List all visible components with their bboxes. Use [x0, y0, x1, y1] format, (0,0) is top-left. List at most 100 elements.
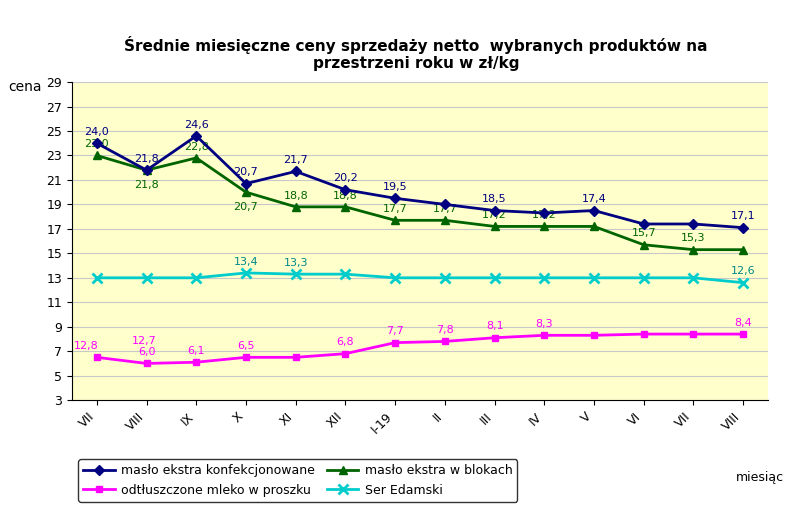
- odtłuszczone mleko w proszku: [92, 354, 102, 361]
- Text: 18,5: 18,5: [482, 194, 507, 204]
- Text: 20,7: 20,7: [234, 167, 258, 177]
- masło ekstra w blokach: [390, 217, 400, 223]
- Text: 23,0: 23,0: [85, 139, 109, 149]
- masło ekstra konfekcjonowane: [639, 221, 649, 227]
- Text: 17,2: 17,2: [482, 210, 507, 220]
- masło ekstra w blokach: [440, 217, 450, 223]
- masło ekstra konfekcjonowane: [142, 167, 151, 173]
- masło ekstra konfekcjonowane: [738, 225, 748, 231]
- Text: 21,8: 21,8: [134, 180, 159, 190]
- odtłuszczone mleko w proszku: [689, 331, 698, 337]
- masło ekstra konfekcjonowane: [440, 201, 450, 207]
- Text: 7,8: 7,8: [436, 325, 454, 335]
- Text: 24,0: 24,0: [85, 127, 110, 137]
- Text: 8,4: 8,4: [734, 318, 752, 328]
- masło ekstra w blokach: [689, 247, 698, 253]
- Ser Edamski: [242, 270, 251, 276]
- Text: Średnie miesięczne ceny sprzedaży netto  wybranych produktów na
przestrzeni roku: Średnie miesięczne ceny sprzedaży netto …: [124, 36, 708, 71]
- odtłuszczone mleko w proszku: [639, 331, 649, 337]
- Ser Edamski: [689, 275, 698, 281]
- Text: 18,8: 18,8: [333, 190, 358, 201]
- Line: masło ekstra konfekcjonowane: masło ekstra konfekcjonowane: [94, 132, 746, 231]
- odtłuszczone mleko w proszku: [738, 331, 748, 337]
- Legend: masło ekstra konfekcjonowane, odtłuszczone mleko w proszku, masło ekstra w bloka: masło ekstra konfekcjonowane, odtłuszczo…: [78, 459, 518, 502]
- Ser Edamski: [539, 275, 549, 281]
- masło ekstra konfekcjonowane: [242, 181, 251, 187]
- Line: masło ekstra w blokach: masło ekstra w blokach: [93, 151, 747, 254]
- Ser Edamski: [639, 275, 649, 281]
- odtłuszczone mleko w proszku: [142, 360, 151, 366]
- masło ekstra konfekcjonowane: [539, 210, 549, 216]
- odtłuszczone mleko w proszku: [589, 332, 598, 339]
- Ser Edamski: [291, 271, 301, 277]
- masło ekstra konfekcjonowane: [589, 207, 598, 213]
- masło ekstra konfekcjonowane: [92, 140, 102, 146]
- Ser Edamski: [738, 280, 748, 286]
- Text: 18,8: 18,8: [283, 190, 308, 201]
- masło ekstra w blokach: [191, 155, 201, 161]
- masło ekstra w blokach: [738, 247, 748, 253]
- Text: 24,6: 24,6: [184, 120, 209, 130]
- Text: 13,4: 13,4: [234, 256, 258, 267]
- Ser Edamski: [142, 275, 151, 281]
- Text: 17,1: 17,1: [731, 211, 755, 221]
- Text: 6,1: 6,1: [187, 346, 205, 356]
- masło ekstra w blokach: [242, 189, 251, 195]
- Line: odtłuszczone mleko w proszku: odtłuszczone mleko w proszku: [94, 330, 746, 367]
- Text: 15,3: 15,3: [681, 233, 706, 243]
- Ser Edamski: [191, 275, 201, 281]
- masło ekstra w blokach: [639, 242, 649, 248]
- Text: 6,5: 6,5: [238, 341, 254, 351]
- masło ekstra w blokach: [92, 152, 102, 159]
- masło ekstra konfekcjonowane: [191, 133, 201, 139]
- odtłuszczone mleko w proszku: [440, 339, 450, 345]
- masło ekstra w blokach: [291, 204, 301, 210]
- Ser Edamski: [589, 275, 598, 281]
- Text: 12,7: 12,7: [131, 336, 156, 346]
- Text: cena: cena: [8, 80, 42, 93]
- Text: 19,5: 19,5: [383, 182, 407, 192]
- Text: 20,7: 20,7: [234, 202, 258, 212]
- Text: 8,1: 8,1: [486, 322, 503, 331]
- masło ekstra konfekcjonowane: [490, 207, 499, 213]
- odtłuszczone mleko w proszku: [390, 340, 400, 346]
- Text: 15,7: 15,7: [631, 228, 656, 239]
- odtłuszczone mleko w proszku: [490, 334, 499, 341]
- Text: 21,8: 21,8: [134, 154, 159, 164]
- Ser Edamski: [440, 275, 450, 281]
- Text: 12,6: 12,6: [731, 266, 755, 277]
- masło ekstra w blokach: [589, 223, 598, 229]
- masło ekstra konfekcjonowane: [291, 168, 301, 174]
- Text: 6,8: 6,8: [337, 338, 354, 347]
- Text: 21,7: 21,7: [283, 155, 308, 165]
- Text: 7,7: 7,7: [386, 326, 404, 337]
- Text: 17,4: 17,4: [582, 194, 606, 204]
- Text: 20,2: 20,2: [333, 173, 358, 184]
- Ser Edamski: [490, 275, 499, 281]
- Ser Edamski: [390, 275, 400, 281]
- Text: 12,8: 12,8: [74, 341, 98, 351]
- odtłuszczone mleko w proszku: [242, 354, 251, 361]
- Text: miesiąc: miesiąc: [736, 470, 784, 484]
- Line: Ser Edamski: Ser Edamski: [92, 268, 748, 288]
- masło ekstra w blokach: [142, 167, 151, 173]
- odtłuszczone mleko w proszku: [341, 350, 350, 357]
- Text: 8,3: 8,3: [535, 319, 553, 329]
- masło ekstra konfekcjonowane: [689, 221, 698, 227]
- masło ekstra konfekcjonowane: [341, 187, 350, 193]
- odtłuszczone mleko w proszku: [539, 332, 549, 339]
- masło ekstra w blokach: [539, 223, 549, 229]
- Text: 17,2: 17,2: [532, 210, 557, 220]
- Text: 17,7: 17,7: [382, 204, 407, 214]
- odtłuszczone mleko w proszku: [191, 359, 201, 365]
- masło ekstra w blokach: [341, 204, 350, 210]
- odtłuszczone mleko w proszku: [291, 354, 301, 361]
- Text: 13,3: 13,3: [283, 258, 308, 268]
- masło ekstra w blokach: [490, 223, 499, 229]
- Text: 22,8: 22,8: [184, 142, 209, 152]
- masło ekstra konfekcjonowane: [390, 195, 400, 202]
- Ser Edamski: [341, 271, 350, 277]
- Text: 6,0: 6,0: [138, 347, 155, 357]
- Ser Edamski: [92, 275, 102, 281]
- Text: 17,7: 17,7: [433, 204, 458, 214]
